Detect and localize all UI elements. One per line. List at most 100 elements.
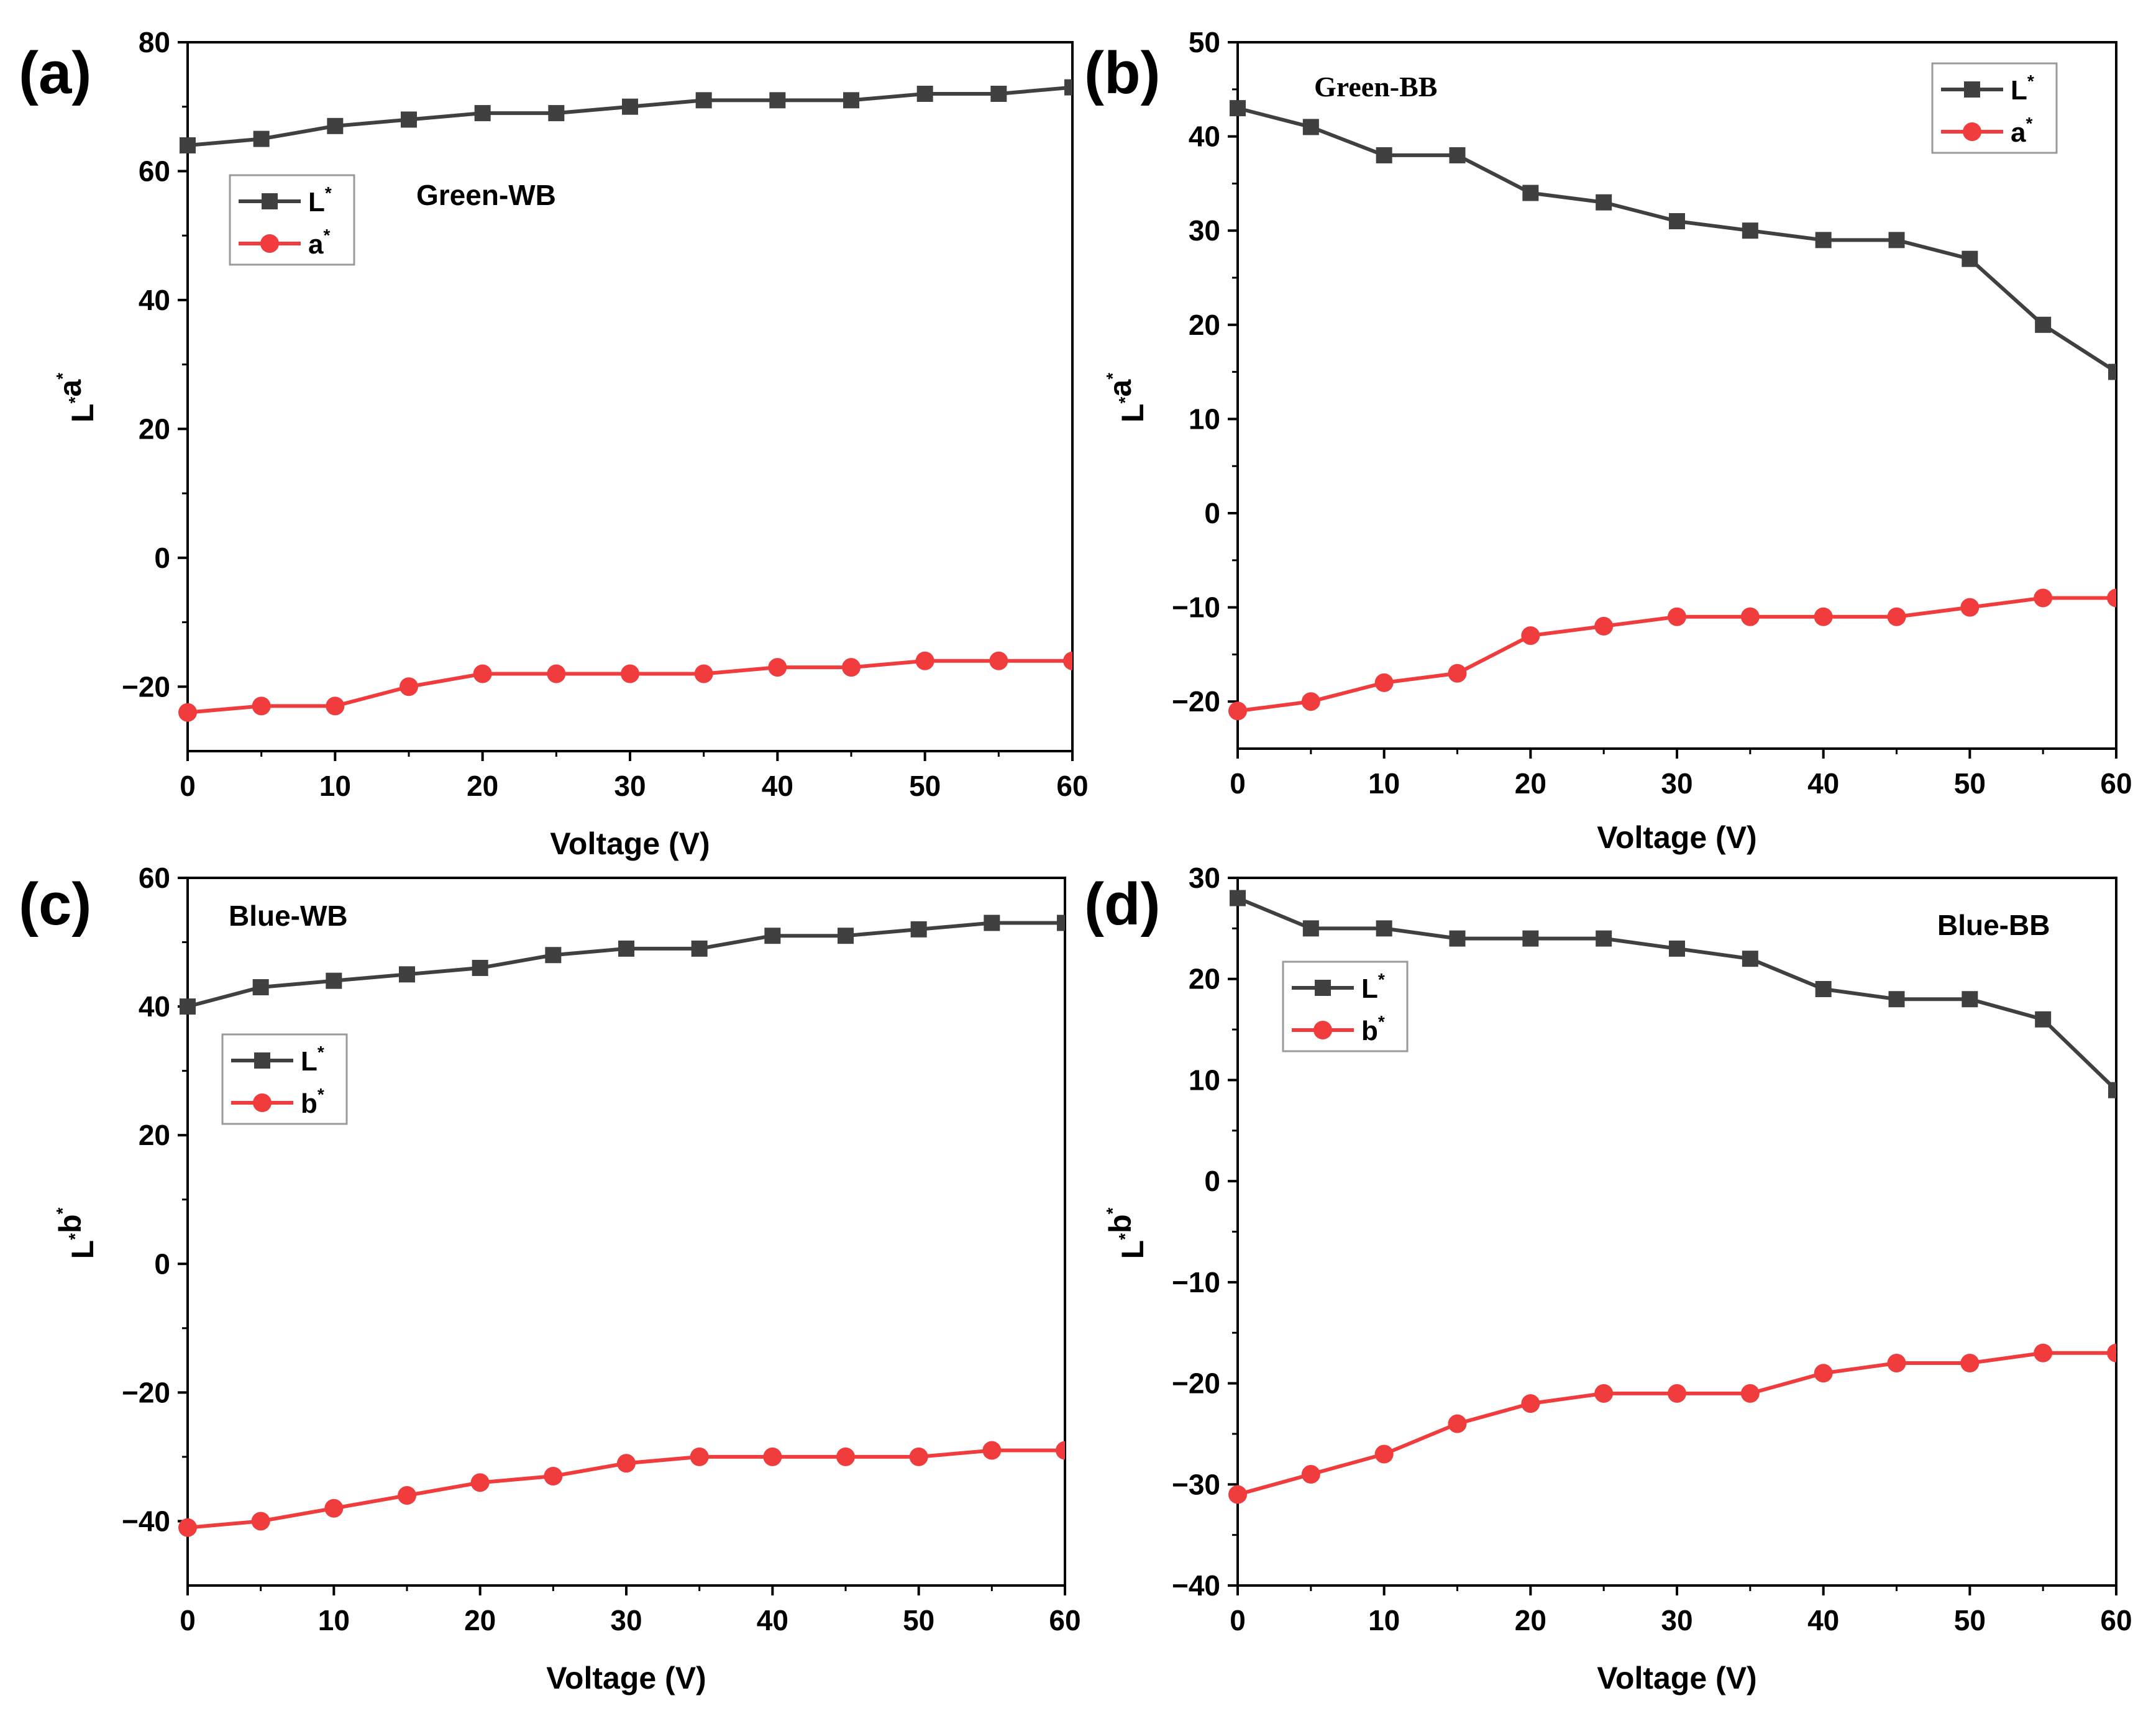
data-point bbox=[763, 1447, 782, 1466]
data-point bbox=[1742, 222, 1758, 239]
data-point bbox=[909, 1447, 928, 1466]
data-point bbox=[1815, 980, 1832, 997]
x-axis-title: Voltage (V) bbox=[1597, 1661, 1756, 1695]
data-point bbox=[910, 921, 927, 938]
data-point bbox=[1301, 692, 1320, 711]
data-point bbox=[2035, 1011, 2052, 1028]
legend-label: b* bbox=[1361, 1012, 1385, 1046]
x-tick-label: 40 bbox=[1807, 1604, 1839, 1636]
plot-area bbox=[178, 915, 1065, 1537]
legend-label: a* bbox=[308, 226, 330, 260]
x-tick-label: 0 bbox=[180, 1604, 196, 1636]
data-point bbox=[2107, 1343, 2116, 1362]
legend-marker bbox=[1963, 122, 1981, 141]
x-tick-label: 0 bbox=[1230, 1604, 1246, 1636]
data-point bbox=[400, 677, 418, 696]
data-point bbox=[1814, 607, 1833, 626]
data-point bbox=[1448, 664, 1467, 683]
legend-label: b* bbox=[301, 1085, 324, 1119]
x-tick-label: 10 bbox=[318, 1604, 350, 1636]
data-point bbox=[253, 130, 270, 147]
x-tick-label: 60 bbox=[1056, 770, 1088, 802]
data-point bbox=[2034, 1343, 2053, 1362]
series-line-l-star bbox=[187, 85, 1072, 147]
x-tick-label: 10 bbox=[1368, 1604, 1400, 1636]
plot-area bbox=[1228, 100, 2116, 721]
data-point bbox=[990, 85, 1007, 102]
x-axis-title: Voltage (V) bbox=[1597, 820, 1756, 855]
data-point bbox=[548, 105, 565, 122]
x-tick-label: 30 bbox=[614, 770, 646, 802]
y-tick-label: −40 bbox=[1172, 1569, 1220, 1602]
y-tick-label: 60 bbox=[139, 862, 170, 894]
data-point bbox=[1960, 598, 1980, 617]
data-point bbox=[1230, 890, 1246, 906]
data-point bbox=[1521, 626, 1540, 646]
data-point bbox=[1449, 147, 1466, 163]
panel-annotation: Green-WB bbox=[416, 179, 556, 211]
data-point bbox=[1228, 1485, 1247, 1504]
legend-marker bbox=[1315, 980, 1331, 996]
data-point bbox=[1594, 1384, 1614, 1403]
plot-area bbox=[1228, 890, 2116, 1504]
data-point bbox=[2034, 588, 2053, 608]
data-point bbox=[622, 98, 638, 115]
chart-panel-a: 0 10 20 30 40 50 60 −20 0 20 40 60 80 Voltage (V) L* a*… bbox=[19, 26, 1089, 861]
panel-annotation: Blue-WB bbox=[229, 900, 348, 932]
data-point bbox=[1301, 1465, 1320, 1484]
data-point bbox=[547, 664, 566, 683]
x-tick-label: 0 bbox=[1230, 767, 1246, 800]
legend-box bbox=[229, 174, 355, 266]
data-point bbox=[399, 966, 415, 983]
data-point bbox=[842, 658, 861, 677]
x-tick-label: 20 bbox=[467, 770, 498, 802]
y-tick-label: 0 bbox=[1204, 1165, 1220, 1197]
x-tick-label: 20 bbox=[464, 1604, 496, 1636]
data-point bbox=[843, 92, 859, 109]
data-point bbox=[1522, 930, 1539, 947]
data-point bbox=[1230, 100, 1246, 117]
data-point bbox=[251, 1512, 270, 1531]
x-tick-label: 60 bbox=[2100, 767, 2132, 800]
data-point bbox=[324, 1499, 344, 1518]
data-point bbox=[178, 703, 197, 722]
data-point bbox=[1057, 915, 1065, 931]
y-tick-label: −10 bbox=[1172, 591, 1220, 624]
plot-frame bbox=[186, 877, 1066, 1587]
x-axis-title: Voltage (V) bbox=[550, 826, 710, 861]
y-tick-label: 10 bbox=[1189, 403, 1220, 435]
data-point bbox=[1669, 213, 1685, 230]
data-point bbox=[326, 972, 342, 989]
data-point bbox=[1960, 1354, 1980, 1373]
data-point bbox=[1740, 607, 1760, 626]
data-point bbox=[1302, 119, 1319, 135]
data-point bbox=[326, 696, 345, 716]
x-tick-label: 40 bbox=[762, 770, 793, 802]
x-tick-label: 60 bbox=[1049, 1604, 1080, 1636]
data-point bbox=[1056, 1441, 1065, 1460]
data-point bbox=[2108, 363, 2116, 380]
y-tick-label: 0 bbox=[154, 1248, 170, 1280]
panel-label: (c) bbox=[19, 871, 91, 938]
chart-panel-d: 0 10 20 30 40 50 60 −40 −30 −20 −10 0 10 20 30 Voltage … bbox=[1084, 862, 2132, 1695]
data-point bbox=[1668, 607, 1686, 626]
data-point bbox=[984, 915, 1000, 931]
y-tick-label: 30 bbox=[1189, 862, 1220, 894]
data-point bbox=[178, 1518, 197, 1537]
y-tick-label: 10 bbox=[1189, 1064, 1220, 1096]
data-point bbox=[695, 92, 712, 109]
y-tick-label: 20 bbox=[139, 1119, 170, 1151]
y-tick-label: 60 bbox=[139, 155, 170, 187]
data-point bbox=[768, 658, 787, 677]
data-point bbox=[691, 940, 708, 957]
data-point bbox=[618, 940, 634, 957]
panel-label: (a) bbox=[19, 40, 91, 106]
panel-annotation: Green-BB bbox=[1314, 71, 1437, 103]
data-point bbox=[1302, 920, 1319, 937]
y-tick-label: −20 bbox=[122, 1376, 170, 1408]
legend: L* b* bbox=[1282, 960, 1409, 1052]
x-tick-label: 40 bbox=[757, 1604, 788, 1636]
data-point bbox=[473, 664, 492, 683]
data-point bbox=[2107, 588, 2116, 608]
